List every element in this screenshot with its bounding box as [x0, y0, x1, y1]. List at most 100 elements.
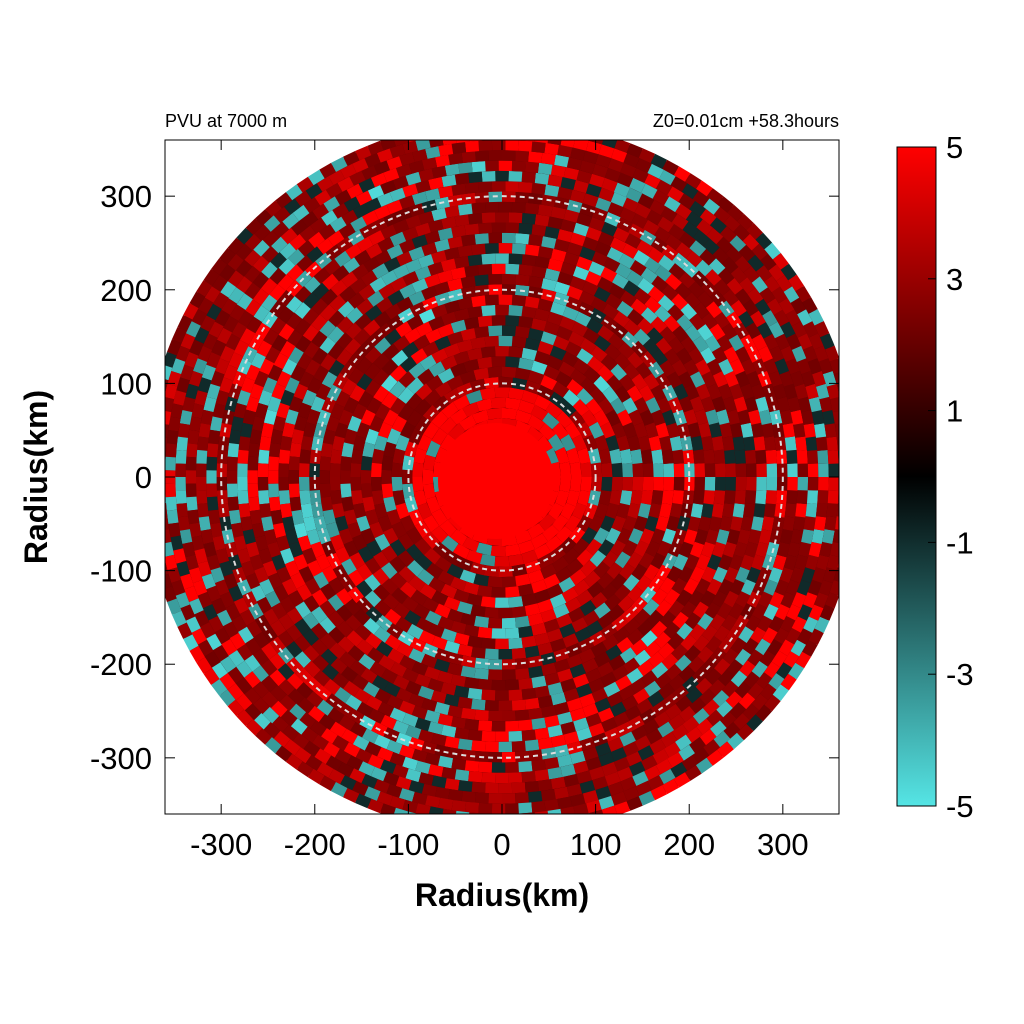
- heatmap-cell: [678, 665, 696, 683]
- heatmap-cell: [471, 202, 486, 214]
- heatmap-cell: [410, 348, 428, 365]
- heatmap-cell: [623, 280, 641, 297]
- heatmap-cell: [589, 386, 607, 404]
- heatmap-cell: [227, 237, 245, 255]
- heatmap-cell: [797, 477, 809, 491]
- heatmap-cell: [165, 503, 168, 517]
- heatmap-cell: [751, 603, 768, 620]
- heatmap-cell: [680, 601, 697, 618]
- heatmap-cell: [408, 575, 426, 592]
- heatmap-cell: [537, 779, 553, 792]
- heatmap-cell: [351, 490, 364, 505]
- heatmap-cell: [334, 189, 352, 206]
- heatmap-cell: [148, 417, 160, 432]
- heatmap-cell: [576, 170, 592, 184]
- heatmap-cell: [170, 535, 184, 551]
- heatmap-cell: [540, 374, 558, 391]
- heatmap-cell: [502, 191, 516, 203]
- heatmap-cell: [560, 678, 577, 693]
- heatmap-cell: [219, 560, 234, 577]
- heatmap-cell: [254, 566, 269, 584]
- heatmap-cell: [281, 578, 298, 596]
- heatmap-cell: [236, 390, 251, 406]
- heatmap-cell: [598, 448, 612, 464]
- heatmap-cell: [766, 298, 783, 315]
- heatmap-cell: [279, 340, 296, 358]
- heatmap-cell: [664, 348, 681, 366]
- heatmap-cell: [566, 653, 583, 669]
- heatmap-cell: [751, 422, 764, 438]
- heatmap-cell: [451, 800, 467, 812]
- heatmap-cell: [434, 238, 450, 253]
- heatmap-cell: [424, 666, 441, 681]
- heatmap-cell: [568, 410, 586, 428]
- heatmap-cell: [769, 345, 785, 363]
- heatmap-cell: [579, 780, 596, 794]
- heatmap-cell: [261, 246, 279, 263]
- heatmap-cell: [402, 799, 418, 814]
- heatmap-cell: [389, 539, 406, 557]
- heatmap-cell: [370, 172, 387, 188]
- heatmap-cell: [534, 255, 550, 269]
- heatmap-cell: [662, 528, 677, 545]
- heatmap-cell: [801, 529, 814, 545]
- heatmap-cell: [508, 140, 522, 141]
- heatmap-cell: [550, 776, 566, 790]
- heatmap-cell: [590, 345, 608, 362]
- heatmap-cell: [563, 731, 580, 745]
- heatmap-cell: [743, 503, 756, 518]
- heatmap-cell: [354, 249, 371, 266]
- heatmap-cell: [219, 516, 232, 531]
- heatmap-cell: [405, 680, 422, 696]
- heatmap-cell: [367, 754, 385, 769]
- heatmap-cell: [421, 157, 438, 171]
- heatmap-cell: [393, 335, 410, 352]
- heatmap-cell: [166, 430, 179, 445]
- heatmap-cell: [531, 265, 547, 279]
- heatmap-cell: [560, 261, 577, 276]
- heatmap-cell: [498, 294, 513, 305]
- heatmap-cell: [236, 293, 253, 310]
- heatmap-cell: [245, 364, 261, 381]
- heatmap-cell: [594, 502, 609, 520]
- heatmap-cell: [402, 271, 419, 286]
- heatmap-cell: [417, 569, 435, 586]
- heatmap-cell: [588, 678, 605, 693]
- heatmap-cell: [601, 477, 613, 492]
- heatmap-cell: [357, 391, 374, 408]
- heatmap-cell: [583, 327, 600, 344]
- heatmap-cell: [590, 296, 608, 313]
- heatmap-cell: [278, 490, 291, 505]
- heatmap-cell: [321, 371, 338, 389]
- heatmap-cell: [672, 611, 689, 629]
- heatmap-cell: [505, 356, 520, 368]
- heatmap-cell: [413, 490, 427, 507]
- heatmap-cell: [663, 315, 681, 333]
- heatmap-cell: [165, 450, 166, 464]
- heatmap-cell: [559, 623, 576, 639]
- heatmap-cell: [245, 637, 262, 655]
- heatmap-cell: [444, 300, 460, 314]
- heatmap-cell: [148, 523, 160, 538]
- heatmap-cell: [177, 315, 193, 332]
- heatmap-cell: [468, 771, 483, 783]
- heatmap-cell: [607, 333, 625, 350]
- heatmap-cell: [376, 296, 393, 313]
- heatmap-cell: [165, 516, 169, 530]
- heatmap-cell: [557, 186, 573, 200]
- heatmap-cell: [766, 477, 778, 491]
- heatmap-cell: [505, 315, 520, 327]
- heatmap-cell: [442, 808, 457, 814]
- heatmap-cell: [211, 258, 228, 275]
- heatmap-cell: [381, 578, 399, 596]
- heatmap-cell: [438, 185, 454, 199]
- heatmap-cell: [525, 120, 539, 131]
- heatmap-cell: [381, 483, 394, 499]
- heatmap-cell: [491, 263, 506, 275]
- heatmap-cell: [165, 586, 177, 603]
- heatmap-cell: [337, 176, 354, 192]
- heatmap-cell: [401, 341, 419, 358]
- heatmap-cell: [449, 408, 468, 425]
- heatmap-cell: [185, 554, 199, 571]
- heatmap-cell: [418, 168, 434, 182]
